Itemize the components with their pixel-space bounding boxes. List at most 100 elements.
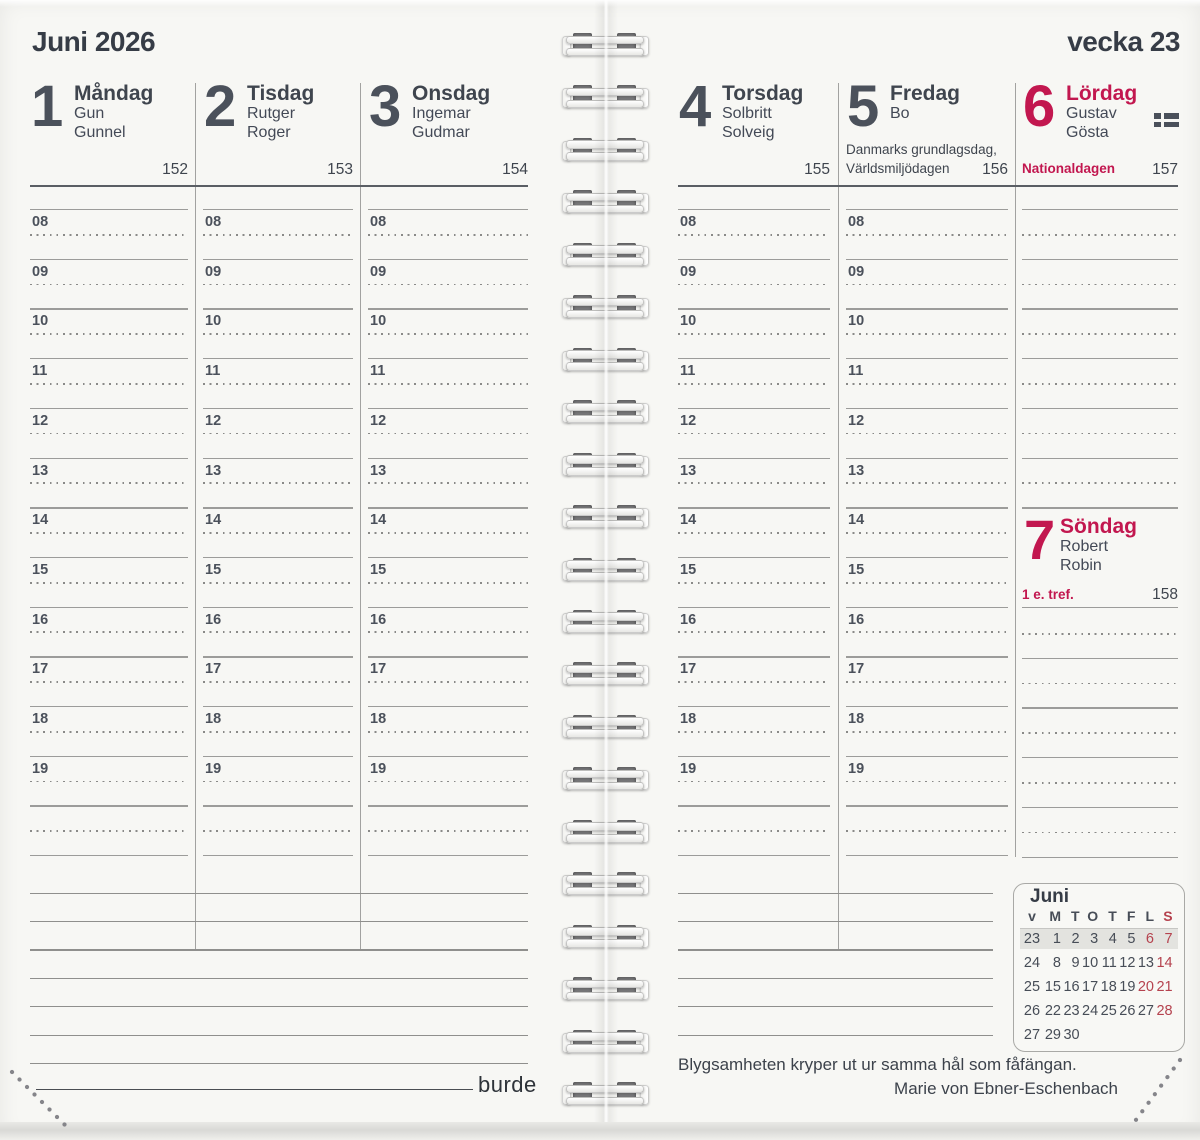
note-line	[30, 920, 528, 923]
nameday-label: Robin	[1060, 556, 1102, 574]
cal-day-number: 22	[1044, 1002, 1061, 1019]
cal-day-column-header: O	[1087, 908, 1099, 924]
hour-row-line	[678, 209, 830, 211]
hour-row-line	[30, 457, 188, 459]
holiday-label: Världsmiljödagen	[846, 160, 950, 176]
hour-row-line	[368, 805, 528, 807]
hour-row-line	[678, 457, 830, 459]
page-title-month: Juni 2026	[32, 26, 156, 57]
hour-row-dotted	[846, 830, 1008, 833]
holiday-label: Danmarks grundlagsdag,	[846, 142, 997, 157]
hour-label: 11	[680, 363, 696, 380]
hour-label: 08	[680, 214, 697, 230]
hour-row-line	[203, 706, 353, 708]
note-line	[30, 977, 528, 980]
hour-row-dotted	[846, 233, 1008, 236]
hour-row-line	[846, 755, 1008, 758]
weekend-row-line	[1022, 258, 1178, 261]
cal-day-number: 19	[1119, 978, 1136, 995]
day-name: Onsdag	[412, 82, 491, 105]
hour-label: 08	[32, 214, 49, 230]
hour-label: 09	[848, 263, 865, 280]
hour-row-dotted	[368, 482, 528, 485]
hour-label: 14	[205, 512, 222, 529]
cal-week-number: 23	[1023, 930, 1041, 947]
hour-label: 09	[32, 263, 49, 280]
column-divider	[360, 83, 362, 950]
cal-day-number: 25	[1100, 1002, 1117, 1019]
week-number-label: vecka 23	[1067, 26, 1180, 57]
day-of-year-number: 156	[982, 161, 1008, 178]
cal-day-number: 9	[1071, 954, 1080, 971]
hour-row-dotted	[203, 532, 353, 534]
hour-row-line	[203, 805, 353, 807]
hour-row-line	[368, 258, 528, 261]
hour-row-dotted	[203, 283, 353, 286]
nameday-label: Bo	[890, 105, 910, 122]
weekend-row-line	[1022, 407, 1178, 410]
sunday-number: 7	[1024, 508, 1055, 571]
hour-row-line	[678, 706, 830, 708]
hour-row-dotted	[30, 681, 188, 683]
weekend-row-line	[1022, 209, 1178, 211]
weekend-row-line	[1022, 781, 1178, 784]
hour-row-dotted	[678, 283, 830, 286]
hour-row-dotted	[203, 482, 353, 485]
day-name: Lördag	[1066, 82, 1138, 105]
hour-row-dotted	[678, 532, 830, 534]
cal-day-number: 5	[1127, 930, 1136, 947]
nameday-label: Gunnel	[74, 123, 126, 141]
hour-row-line	[846, 358, 1008, 360]
hour-row-line	[678, 407, 830, 410]
hour-row-dotted	[368, 233, 528, 236]
hour-row-dotted	[846, 780, 1008, 783]
weekend-row-line	[1022, 457, 1178, 459]
nameday-label: Solveig	[722, 123, 775, 141]
hour-label: 13	[32, 462, 49, 479]
hour-row-line	[678, 755, 830, 758]
hour-row-dotted	[30, 382, 188, 385]
hour-row-line	[30, 407, 188, 410]
hour-row-dotted	[678, 780, 830, 783]
hour-row-line	[368, 457, 528, 459]
hour-row-dotted	[846, 482, 1008, 485]
weekend-row-line	[1022, 432, 1178, 435]
hour-row-line	[846, 656, 1008, 658]
cal-day-column-header: L	[1145, 908, 1154, 924]
note-line	[30, 1062, 528, 1065]
hour-row-line	[846, 507, 1008, 509]
hour-label: 09	[370, 263, 387, 280]
hour-row-dotted	[30, 432, 188, 435]
hour-row-dotted	[368, 681, 528, 683]
hour-row-line	[203, 755, 353, 758]
cal-day-number: 21	[1156, 978, 1173, 995]
hour-row-dotted	[678, 581, 830, 584]
weekend-row-line	[1022, 831, 1178, 834]
hour-label: 16	[32, 611, 49, 628]
hour-label: 11	[205, 363, 221, 380]
day-of-year-number: 153	[327, 161, 353, 178]
hour-label: 16	[848, 611, 865, 628]
spiral-wire-end	[640, 88, 649, 109]
hour-row-dotted	[678, 631, 830, 634]
day-number: 1	[31, 74, 63, 139]
cal-week-number: 24	[1023, 954, 1041, 971]
spiral-wire-end	[640, 140, 649, 161]
hour-row-line	[846, 606, 1008, 608]
cal-day-number: 29	[1044, 1026, 1061, 1043]
hour-row-dotted	[846, 382, 1008, 385]
cal-day-number: 6	[1145, 930, 1154, 947]
hour-label: 17	[205, 661, 222, 678]
cal-header-underline	[1020, 927, 1178, 929]
quote-text: Blygsamheten kryper ut ur samma hål som …	[678, 1055, 1077, 1074]
tear-corner-perforation-left	[9, 1069, 73, 1133]
hour-row-line	[678, 556, 830, 559]
hour-label: 19	[680, 760, 697, 777]
hour-row-dotted	[203, 432, 353, 435]
cal-day-column-header: T	[1108, 908, 1117, 924]
weekend-row-line	[1022, 707, 1178, 709]
cal-day-column-header: S	[1163, 908, 1173, 924]
hour-label: 08	[848, 214, 865, 230]
